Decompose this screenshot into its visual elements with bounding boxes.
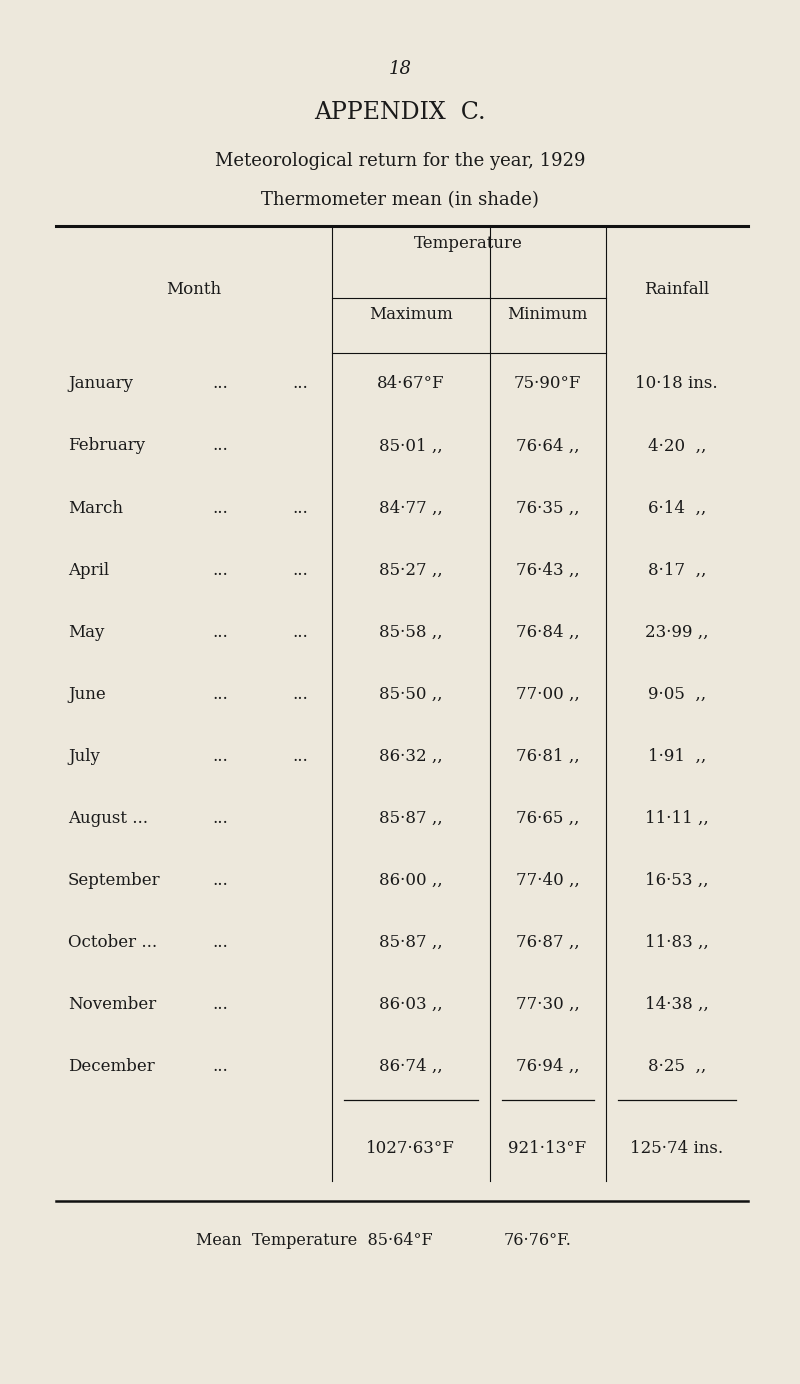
Text: 1·91  ,,: 1·91 ,,: [648, 747, 706, 765]
Text: ...: ...: [212, 562, 228, 579]
Text: 85·50 ,,: 85·50 ,,: [379, 685, 442, 703]
Text: 9·05  ,,: 9·05 ,,: [648, 685, 706, 703]
Text: ...: ...: [212, 624, 228, 641]
Text: 84·67°F: 84·67°F: [377, 375, 445, 393]
Text: Mean  Temperature  85·64°F: Mean Temperature 85·64°F: [196, 1232, 433, 1248]
Text: ...: ...: [212, 747, 228, 765]
Text: November: November: [68, 996, 156, 1013]
Text: 76·81 ,,: 76·81 ,,: [516, 747, 579, 765]
Text: ...: ...: [292, 747, 308, 765]
Text: 8·25  ,,: 8·25 ,,: [648, 1057, 706, 1075]
Text: March: March: [68, 500, 123, 516]
Text: Month: Month: [166, 281, 222, 298]
Text: ...: ...: [292, 685, 308, 703]
Text: 86·74 ,,: 86·74 ,,: [379, 1057, 442, 1075]
Text: 86·32 ,,: 86·32 ,,: [379, 747, 442, 765]
Text: Rainfall: Rainfall: [644, 281, 710, 298]
Text: Meteorological return for the year, 1929: Meteorological return for the year, 1929: [214, 152, 586, 170]
Text: ...: ...: [212, 685, 228, 703]
Text: 8·17  ,,: 8·17 ,,: [648, 562, 706, 579]
Text: 77·30 ,,: 77·30 ,,: [516, 996, 579, 1013]
Text: December: December: [68, 1057, 154, 1075]
Text: May: May: [68, 624, 104, 641]
Text: Maximum: Maximum: [369, 306, 453, 322]
Text: 16·53 ,,: 16·53 ,,: [645, 872, 709, 889]
Text: ...: ...: [212, 810, 228, 826]
Text: ...: ...: [212, 934, 228, 951]
Text: April: April: [68, 562, 109, 579]
Text: ...: ...: [212, 872, 228, 889]
Text: 76·43 ,,: 76·43 ,,: [516, 562, 579, 579]
Text: ...: ...: [212, 1057, 228, 1075]
Text: 76·84 ,,: 76·84 ,,: [516, 624, 579, 641]
Text: 85·27 ,,: 85·27 ,,: [379, 562, 442, 579]
Text: 76·35 ,,: 76·35 ,,: [516, 500, 579, 516]
Text: ...: ...: [212, 437, 228, 454]
Text: 6·14  ,,: 6·14 ,,: [648, 500, 706, 516]
Text: August ...: August ...: [68, 810, 148, 826]
Text: ...: ...: [292, 500, 308, 516]
Text: 76·76°F.: 76·76°F.: [504, 1232, 572, 1248]
Text: 85·87 ,,: 85·87 ,,: [379, 934, 442, 951]
Text: October ...: October ...: [68, 934, 157, 951]
Text: ...: ...: [212, 996, 228, 1013]
Text: 86·00 ,,: 86·00 ,,: [379, 872, 442, 889]
Text: ...: ...: [292, 375, 308, 393]
Text: July: July: [68, 747, 100, 765]
Text: 125·74 ins.: 125·74 ins.: [630, 1140, 723, 1157]
Text: February: February: [68, 437, 145, 454]
Text: 77·00 ,,: 77·00 ,,: [516, 685, 579, 703]
Text: 18: 18: [389, 60, 411, 78]
Text: September: September: [68, 872, 161, 889]
Text: 76·65 ,,: 76·65 ,,: [516, 810, 579, 826]
Text: January: January: [68, 375, 133, 393]
Text: 1027·63°F: 1027·63°F: [366, 1140, 455, 1157]
Text: 10·18 ins.: 10·18 ins.: [635, 375, 718, 393]
Text: 85·87 ,,: 85·87 ,,: [379, 810, 442, 826]
Text: 85·58 ,,: 85·58 ,,: [379, 624, 442, 641]
Text: ...: ...: [292, 624, 308, 641]
Text: 84·77 ,,: 84·77 ,,: [379, 500, 442, 516]
Text: 76·64 ,,: 76·64 ,,: [516, 437, 579, 454]
Text: 86·03 ,,: 86·03 ,,: [379, 996, 442, 1013]
Text: ...: ...: [292, 562, 308, 579]
Text: 14·38 ,,: 14·38 ,,: [645, 996, 709, 1013]
Text: Thermometer mean (in shade): Thermometer mean (in shade): [261, 191, 539, 209]
Text: Minimum: Minimum: [507, 306, 588, 322]
Text: 11·83 ,,: 11·83 ,,: [645, 934, 709, 951]
Text: 23·99 ,,: 23·99 ,,: [645, 624, 709, 641]
Text: 4·20  ,,: 4·20 ,,: [648, 437, 706, 454]
Text: 76·87 ,,: 76·87 ,,: [516, 934, 579, 951]
Text: 921·13°F: 921·13°F: [509, 1140, 586, 1157]
Text: 77·40 ,,: 77·40 ,,: [516, 872, 579, 889]
Text: ...: ...: [212, 375, 228, 393]
Text: 75·90°F: 75·90°F: [514, 375, 582, 393]
Text: ...: ...: [212, 500, 228, 516]
Text: APPENDIX  C.: APPENDIX C.: [314, 101, 486, 125]
Text: Temperature: Temperature: [414, 235, 523, 252]
Text: June: June: [68, 685, 106, 703]
Text: 85·01 ,,: 85·01 ,,: [379, 437, 442, 454]
Text: 11·11 ,,: 11·11 ,,: [645, 810, 709, 826]
Text: 76·94 ,,: 76·94 ,,: [516, 1057, 579, 1075]
